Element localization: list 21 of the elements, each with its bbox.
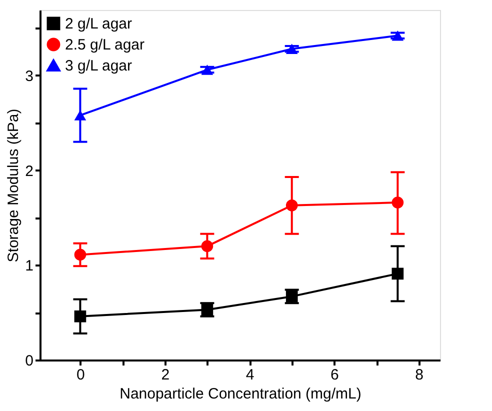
- y-axis-title: Storage Modulus (kPa): [5, 108, 22, 262]
- x-tick-label: 4: [246, 366, 254, 384]
- legend-label: 2 g/L agar: [65, 16, 132, 32]
- legend-label: 2.5 g/L agar: [65, 36, 145, 54]
- x-tick-label: 2: [161, 366, 170, 384]
- x-tick-label: 6: [330, 366, 339, 384]
- point: [74, 110, 86, 120]
- y-tick-label: 0: [25, 352, 34, 370]
- y-tick-label: 3: [25, 68, 34, 85]
- point: [74, 310, 86, 322]
- point: [74, 248, 86, 261]
- y-tick-label: 1: [25, 258, 34, 275]
- point: [392, 196, 404, 208]
- y-tick-label: 2: [25, 162, 34, 180]
- point: [201, 240, 214, 252]
- x-tick-label: 8: [415, 366, 424, 384]
- legend-label: 3 g/L agar: [65, 58, 132, 74]
- point: [392, 268, 404, 280]
- x-axis-title: Nanoparticle Concentration (mg/mL): [120, 386, 362, 402]
- point: [286, 199, 298, 212]
- x-tick-label: 0: [76, 366, 85, 384]
